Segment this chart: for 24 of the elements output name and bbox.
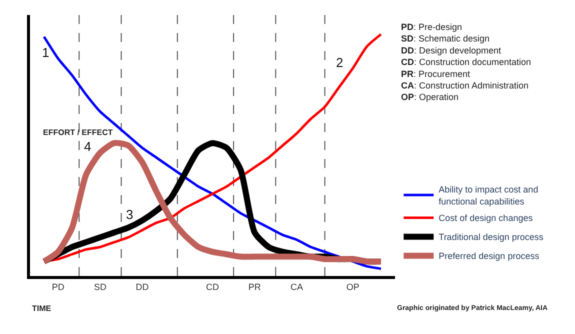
text: OP: Operation	[401, 92, 459, 102]
x-axis-title: TIME	[32, 304, 52, 313]
text: CA: Construction Administration	[401, 80, 529, 90]
text: CD: Construction documentation	[401, 57, 532, 68]
legend-label: Preferred design process	[438, 251, 540, 262]
text: PR: Procurement	[401, 68, 471, 79]
x-tick-label: OP	[346, 282, 360, 292]
legend-label: Cost of design changes	[438, 213, 534, 224]
text: DD: Design development	[401, 45, 502, 56]
x-tick-label: CD	[206, 282, 220, 292]
legend-label: Traditional design process	[438, 232, 544, 242]
text: PD: Pre-design	[401, 22, 462, 32]
annotation: 1	[42, 45, 50, 60]
x-tick-label: SD	[94, 282, 107, 292]
annotation: 2	[336, 55, 344, 70]
x-tick-label: DD	[136, 282, 150, 292]
y-axis-title: EFFORT / EFFECT	[43, 128, 113, 137]
x-tick-label: CA	[290, 282, 303, 292]
legend-label: Ability to impact cost and functional capabilities	[438, 184, 538, 206]
text: SD: Schematic design	[401, 34, 490, 44]
annotation: 3	[126, 207, 134, 222]
x-tick-label: PR	[248, 282, 262, 292]
annotation: 4	[84, 139, 92, 154]
x-tick-label: PD	[52, 282, 65, 292]
